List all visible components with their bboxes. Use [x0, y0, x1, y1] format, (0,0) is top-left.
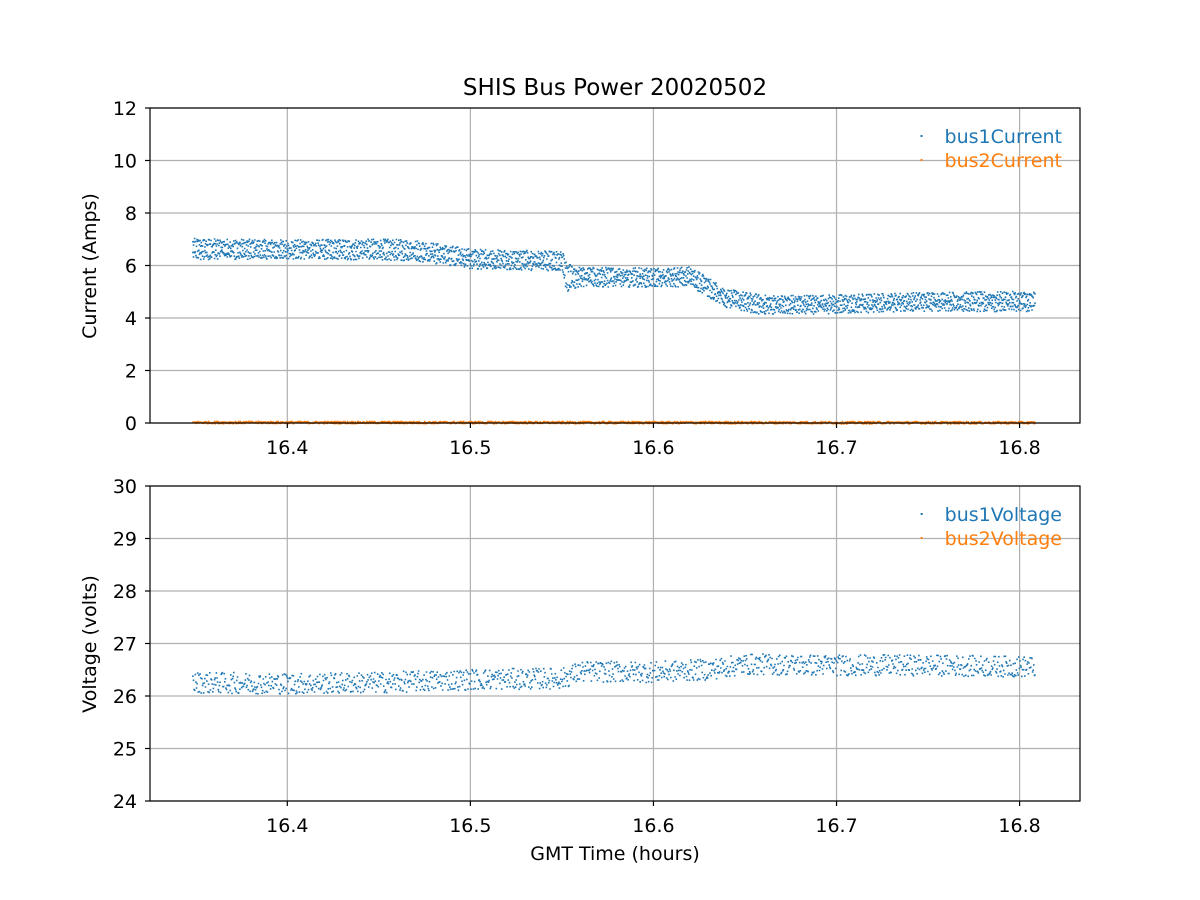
legend-marker-bus2Voltage — [920, 537, 923, 539]
current-x-tick-label: 16.4 — [266, 437, 308, 459]
voltage-y-axis-label: Voltage (volts) — [79, 575, 101, 713]
voltage-x-tick-label: 16.7 — [815, 815, 857, 837]
legend-label-bus1Voltage: bus1Voltage — [945, 504, 1062, 526]
voltage-x-tick-label: 16.6 — [632, 815, 674, 837]
current-y-tick-label: 6 — [125, 256, 137, 278]
voltage-y-tick-label: 29 — [113, 529, 137, 551]
voltage-x-tick-label: 16.5 — [449, 815, 491, 837]
figure-title: SHIS Bus Power 20020502 — [463, 75, 767, 101]
legend-marker-bus1Voltage — [920, 513, 923, 515]
current-x-tick-label: 16.7 — [815, 437, 857, 459]
current-grid — [150, 107, 1080, 424]
current-y-tick-label: 2 — [125, 361, 137, 383]
voltage-y-tick-label: 28 — [113, 581, 137, 603]
legend-label-bus2Current: bus2Current — [945, 150, 1062, 172]
current-y-tick-label: 4 — [125, 308, 137, 330]
voltage-y-tick-label: 26 — [113, 686, 137, 708]
current-x-tick-label: 16.5 — [449, 437, 491, 459]
legend-label-bus2Voltage: bus2Voltage — [945, 528, 1062, 550]
current-ticks: 16.4 16.5 16.6 16.7 16.8 0 2 4 6 8 10 12 — [113, 98, 1041, 459]
voltage-ticks: 16.4 16.5 16.6 16.7 16.8 24 25 26 27 28 29 30 — [113, 476, 1041, 837]
legend-label-bus1Current: bus1Current — [945, 126, 1062, 148]
voltage-y-tick-label: 30 — [113, 476, 137, 498]
voltage-x-axis-label: GMT Time (hours) — [530, 843, 700, 865]
current-y-tick-label: 8 — [125, 203, 137, 225]
current-panel: 16.4 16.5 16.6 16.7 16.8 0 2 4 6 8 10 12 Current (A… — [79, 98, 1081, 459]
current-y-tick-label: 10 — [113, 151, 137, 173]
current-x-tick-label: 16.6 — [632, 437, 674, 459]
current-y-tick-label: 0 — [125, 413, 137, 435]
voltage-x-tick-label: 16.4 — [266, 815, 308, 837]
current-y-tick-label: 12 — [113, 98, 137, 120]
legend-marker-bus1Current — [920, 135, 923, 137]
current-y-axis-label: Current (Amps) — [79, 193, 101, 339]
voltage-y-tick-label: 24 — [113, 791, 137, 813]
voltage-x-tick-label: 16.8 — [998, 815, 1040, 837]
current-x-tick-label: 16.8 — [998, 437, 1040, 459]
voltage-y-tick-label: 25 — [113, 739, 137, 761]
legend-marker-bus2Current — [920, 159, 923, 161]
voltage-panel: 16.4 16.5 16.6 16.7 16.8 24 25 26 27 28 29 30 Volta… — [79, 476, 1081, 865]
voltage-y-tick-label: 27 — [113, 634, 137, 656]
